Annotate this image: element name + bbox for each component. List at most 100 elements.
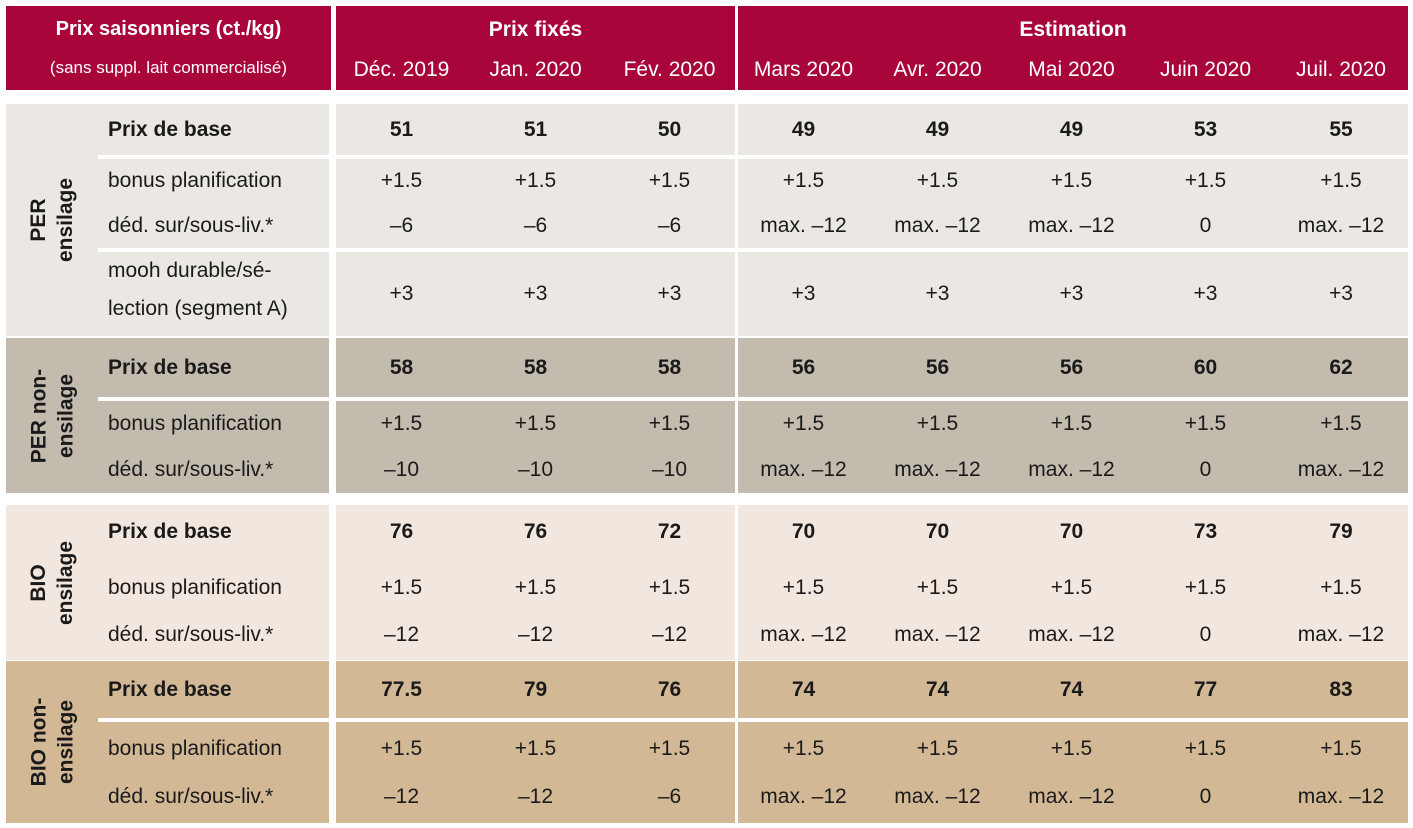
value-cell: +3 xyxy=(1059,282,1084,305)
value-cell: 76 xyxy=(389,519,414,543)
value-cell: +1.5 xyxy=(380,169,423,192)
value-cell: 55 xyxy=(1329,117,1353,141)
value-cell: 0 xyxy=(1199,213,1212,237)
value-cell: –6 xyxy=(657,213,682,237)
value-cell: 70 xyxy=(791,519,816,543)
value-cell: +3 xyxy=(1193,282,1218,305)
value-cell: +1.5 xyxy=(648,575,691,599)
header-month: Fév. 2020 xyxy=(623,58,716,81)
value-cell: +3 xyxy=(791,282,816,305)
header-group-fixed: Prix fixés xyxy=(488,18,583,41)
header-month: Jan. 2020 xyxy=(489,58,582,81)
value-cell: max. –12 xyxy=(760,623,847,646)
value-cell: +1.5 xyxy=(1050,575,1093,599)
section-bio-ensilage: BIO ensilage xyxy=(6,505,1408,660)
value-cell: 76 xyxy=(523,519,548,543)
value-cell: 0 xyxy=(1199,623,1212,646)
value-cell: max. –12 xyxy=(760,458,847,481)
value-cell: 51 xyxy=(389,117,414,141)
value-cell: max. –12 xyxy=(760,213,847,237)
value-cell: –10 xyxy=(383,458,420,481)
row-label: déd. sur/sous-liv.* xyxy=(108,623,274,646)
row-label: Prix de base xyxy=(108,677,232,701)
header-subtitle: (sans suppl. lait commercialisé) xyxy=(49,58,288,77)
section-per-non-ensilage: PER non-ensilage xyxy=(6,338,1408,493)
section-name-line2: ensilage xyxy=(54,699,77,785)
value-cell: –12 xyxy=(383,785,420,808)
value-cell: +1.5 xyxy=(782,169,825,192)
value-cell: max. –12 xyxy=(1028,458,1115,481)
value-cell: 70 xyxy=(925,519,950,543)
row-label: Prix de base xyxy=(108,355,232,379)
value-cell: max. –12 xyxy=(1028,785,1115,808)
value-cell: +1.5 xyxy=(916,412,959,435)
value-cell: +3 xyxy=(389,282,414,305)
value-cell: 77 xyxy=(1193,677,1218,701)
header-month: Déc. 2019 xyxy=(353,58,450,81)
value-cell: –10 xyxy=(517,458,554,481)
header-estimate-group: Estimation Mars 2020 Avr. 2020 Mai 2020 … xyxy=(738,6,1408,90)
value-cell: +1.5 xyxy=(648,169,691,192)
value-cell: 62 xyxy=(1329,355,1353,379)
value-cell: 58 xyxy=(389,355,414,379)
value-cell: max. –12 xyxy=(894,213,981,237)
value-cell: +1.5 xyxy=(782,412,825,435)
section-name-line1: PER non- xyxy=(27,368,50,463)
section-name-line2: ensilage xyxy=(53,177,77,263)
value-cell: 0 xyxy=(1199,785,1212,808)
value-cell: 73 xyxy=(1193,519,1218,543)
value-cell: max. –12 xyxy=(1297,785,1385,808)
value-cell: 53 xyxy=(1193,117,1218,141)
row-label: déd. sur/sous-liv.* xyxy=(108,458,274,481)
section-name-line2: ensilage xyxy=(53,540,77,625)
row-label: Prix de base xyxy=(108,519,232,543)
header-month: Juil. 2020 xyxy=(1296,58,1386,81)
row-label-multiline: mooh durable/sé- lection (segment A) xyxy=(98,252,329,336)
section-name-line1: PER xyxy=(26,198,50,242)
value-cell: –6 xyxy=(657,785,682,808)
value-cell: 74 xyxy=(925,677,950,701)
value-cell: max. –12 xyxy=(760,785,847,808)
header-title-cell: Prix saisonniers (ct./kg) (sans suppl. l… xyxy=(6,6,331,90)
value-cell: 49 xyxy=(925,117,950,141)
value-cell: 0 xyxy=(1199,458,1212,481)
value-cell: +1.5 xyxy=(380,412,423,435)
value-cell: max. –12 xyxy=(1297,623,1385,646)
value-cell: 83 xyxy=(1329,677,1353,701)
value-cell: max. –12 xyxy=(894,785,981,808)
value-cell: +1.5 xyxy=(514,737,557,760)
value-cell: 79 xyxy=(1329,519,1353,543)
value-cell: max. –12 xyxy=(1028,213,1115,237)
value-cell: +1.5 xyxy=(514,169,557,192)
value-cell: +1.5 xyxy=(380,737,423,760)
value-cell: –6 xyxy=(389,213,414,237)
value-cell: max. –12 xyxy=(894,623,981,646)
value-cell: +3 xyxy=(925,282,950,305)
value-cell: 51 xyxy=(523,117,548,141)
value-cell: +3 xyxy=(657,282,682,305)
value-cell: 70 xyxy=(1059,519,1084,543)
value-cell: max. –12 xyxy=(1028,623,1115,646)
section-bio-non-ensilage: BIO non-ensilage xyxy=(6,661,1408,823)
header-month: Mars 2020 xyxy=(753,58,854,81)
value-cell: +1.5 xyxy=(1184,737,1227,760)
section-name: BIO ensilage xyxy=(6,505,98,660)
row-label: bonus planification xyxy=(108,737,282,760)
value-cell: 72 xyxy=(657,519,682,543)
value-cell: 50 xyxy=(657,117,682,141)
value-cell: 77.5 xyxy=(381,677,422,701)
row-label: bonus planification xyxy=(108,169,282,192)
value-cell: +1.5 xyxy=(1050,737,1093,760)
value-cell: –12 xyxy=(383,623,420,646)
value-cell: +1.5 xyxy=(916,575,959,599)
value-cell: +1.5 xyxy=(1184,169,1227,192)
value-cell: –6 xyxy=(523,213,548,237)
value-cell: 76 xyxy=(657,677,682,701)
value-cell: +1.5 xyxy=(1320,575,1362,599)
value-cell: +1.5 xyxy=(514,412,557,435)
row-label: bonus planification xyxy=(108,575,282,599)
value-cell: +3 xyxy=(1329,282,1353,305)
section-name-line2: ensilage xyxy=(54,373,77,458)
value-cell: 60 xyxy=(1193,355,1218,379)
value-cell: +1.5 xyxy=(514,575,557,599)
